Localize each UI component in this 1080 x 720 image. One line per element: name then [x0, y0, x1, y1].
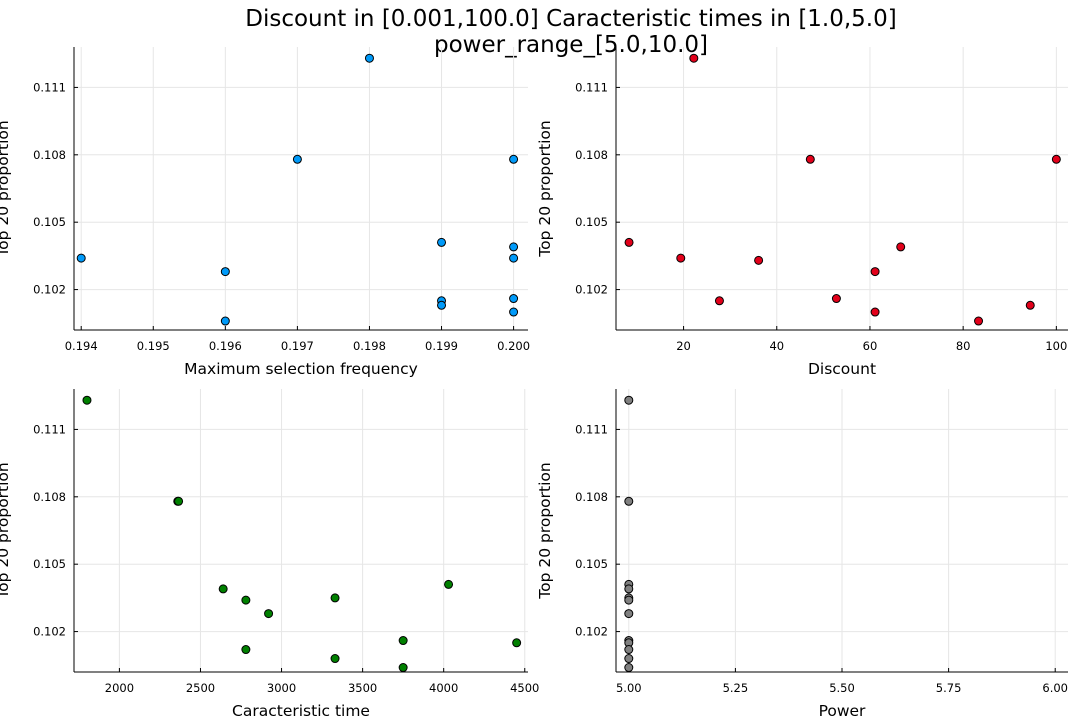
data-point: [444, 579, 454, 589]
x-tick-label: 0.197: [281, 339, 314, 353]
y-tick-label: 0.105: [33, 557, 66, 571]
x-tick-label: 5.00: [616, 681, 642, 695]
figure-title-line1: Discount in [0.001,100.0] Caracteristic …: [245, 6, 896, 32]
data-point: [870, 267, 880, 277]
y-tick-label: 0.108: [575, 148, 608, 162]
data-point: [220, 316, 230, 326]
x-tick-label: 5.75: [936, 681, 962, 695]
data-point: [398, 636, 408, 646]
data-point: [1025, 300, 1035, 310]
y-tick-label: 0.111: [575, 80, 608, 94]
data-point: [624, 645, 634, 655]
y-tick-label: 0.105: [33, 215, 66, 229]
data-point: [714, 296, 724, 306]
data-point: [624, 595, 634, 605]
x-tick-label: 5.25: [723, 681, 749, 695]
x-tick-label: 3500: [348, 681, 377, 695]
data-point: [896, 242, 906, 252]
data-point: [624, 496, 634, 506]
data-point: [292, 154, 302, 164]
x-tick-label: 2500: [186, 681, 215, 695]
x-tick-label: 0.199: [425, 339, 458, 353]
x-tick-label: 4500: [510, 681, 539, 695]
data-point: [509, 307, 519, 317]
y-tick-label: 0.111: [33, 80, 66, 94]
data-point: [330, 654, 340, 664]
subplot-selection-frequency: 0.194 0.195 0.196 0.197 0.198 0.199 0.200 0.102…: [0, 47, 530, 378]
data-point: [509, 253, 519, 263]
x-axis-label: Caracteristic time: [232, 702, 370, 720]
data-point: [241, 645, 251, 655]
x-tick-label: 40: [769, 339, 784, 353]
data-point: [218, 584, 228, 594]
data-point: [831, 294, 841, 304]
data-point: [509, 294, 519, 304]
data-point: [364, 53, 374, 63]
data-point: [974, 316, 984, 326]
y-axis-label: Top 20 proportion: [0, 462, 12, 599]
subplot-discount: 20 40 60 80 100 0.102 0.105 0.108 0.111 Discount T…: [536, 47, 1068, 378]
y-tick-label: 0.108: [575, 490, 608, 504]
y-tick-label: 0.102: [575, 283, 608, 297]
data-point: [174, 496, 184, 506]
x-tick-label: 0.195: [137, 339, 170, 353]
data-point: [754, 255, 764, 265]
x-axis-label: Power: [819, 702, 866, 720]
x-tick-label: 0.194: [65, 339, 98, 353]
y-tick-label: 0.102: [33, 625, 66, 639]
x-tick-label: 100: [1045, 339, 1067, 353]
x-tick-label: 80: [956, 339, 971, 353]
data-point: [398, 663, 408, 673]
data-point: [805, 154, 815, 164]
x-tick-label: 5.50: [829, 681, 855, 695]
figure-title-line2: power_range_[5.0,10.0]: [434, 32, 708, 58]
x-tick-label: 60: [863, 339, 878, 353]
y-tick-label: 0.102: [33, 283, 66, 297]
x-tick-label: 0.196: [209, 339, 242, 353]
data-point: [624, 654, 634, 664]
y-tick-label: 0.108: [33, 148, 66, 162]
data-point: [220, 267, 230, 277]
y-tick-label: 0.102: [575, 625, 608, 639]
data-point: [870, 307, 880, 317]
subplot-caracteristic-time: 2000 2500 3000 3500 4000 4500 0.102 0.105 0.108 0…: [0, 389, 539, 720]
x-tick-label: 6.00: [1042, 681, 1068, 695]
data-point: [624, 395, 634, 405]
data-point: [509, 242, 519, 252]
data-point: [437, 300, 447, 310]
y-axis-label: Top 20 proportion: [536, 462, 554, 599]
data-point: [1051, 154, 1061, 164]
data-point: [437, 237, 447, 247]
data-point: [624, 237, 634, 247]
data-point: [624, 663, 634, 673]
y-tick-label: 0.105: [575, 557, 608, 571]
x-tick-label: 0.198: [353, 339, 386, 353]
x-tick-label: 20: [676, 339, 691, 353]
data-point: [512, 638, 522, 648]
y-tick-label: 0.108: [33, 490, 66, 504]
data-point: [624, 609, 634, 619]
data-point: [676, 253, 686, 263]
data-point: [82, 395, 92, 405]
data-point: [76, 253, 86, 263]
data-point: [624, 584, 634, 594]
x-axis-label: Maximum selection frequency: [184, 360, 418, 378]
x-tick-label: 2000: [105, 681, 134, 695]
x-tick-label: 0.200: [497, 339, 530, 353]
x-tick-label: 4000: [429, 681, 458, 695]
data-point: [264, 609, 274, 619]
data-point: [689, 53, 699, 63]
y-tick-label: 0.111: [575, 422, 608, 436]
subplot-power: 5.00 5.25 5.50 5.75 6.00 0.102 0.105 0.108 0.111…: [536, 389, 1068, 720]
x-tick-label: 3000: [267, 681, 296, 695]
y-axis-label: Top 20 proportion: [536, 120, 554, 257]
data-point: [330, 593, 340, 603]
y-tick-label: 0.111: [33, 422, 66, 436]
y-axis-label: Top 20 proportion: [0, 120, 12, 257]
data-point: [241, 595, 251, 605]
x-axis-label: Discount: [808, 360, 876, 378]
y-tick-label: 0.105: [575, 215, 608, 229]
data-point: [509, 154, 519, 164]
